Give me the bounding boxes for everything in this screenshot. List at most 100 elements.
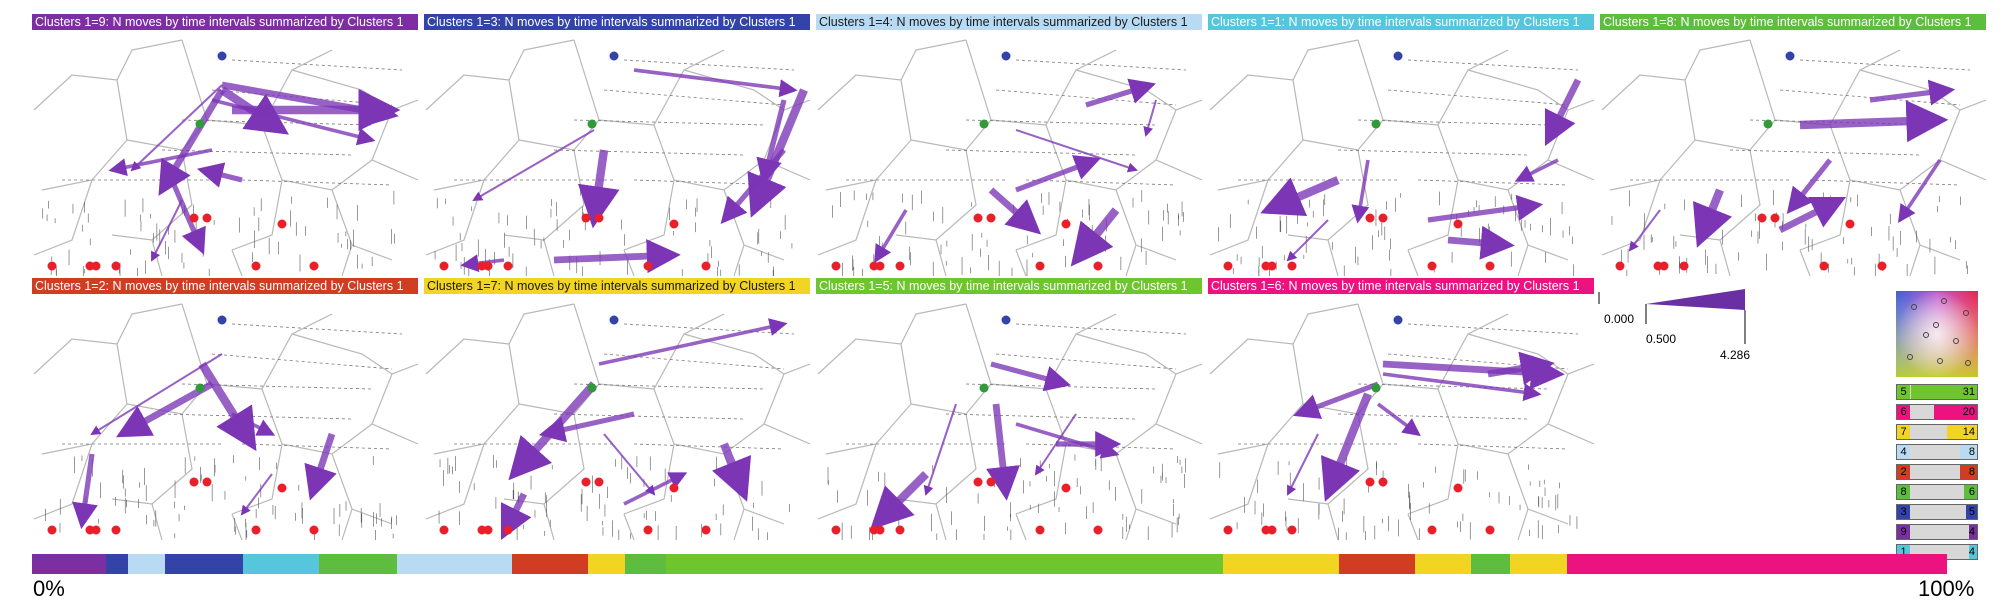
destination-node: [189, 213, 199, 223]
flow-map[interactable]: [816, 294, 1202, 540]
cluster-panel[interactable]: Clusters 1=1: N moves by time intervals …: [1208, 14, 1594, 276]
legend-max-label: 4.286: [1720, 348, 1751, 362]
destination-node: [91, 261, 101, 271]
flow-map[interactable]: [32, 294, 418, 540]
timeline-segment[interactable]: [106, 554, 129, 574]
cluster-panel[interactable]: Clusters 1=3: N moves by time intervals …: [424, 14, 810, 276]
flow-map[interactable]: [424, 30, 810, 276]
timeline-segment[interactable]: [1338, 554, 1416, 574]
flow-map[interactable]: [424, 294, 810, 540]
cluster-panel[interactable]: Clusters 1=8: N moves by time intervals …: [1600, 14, 1986, 276]
destination-node: [111, 525, 121, 535]
flow-arrows: [1260, 78, 1582, 262]
destination-node: [1267, 261, 1277, 271]
hub-node: [1371, 383, 1381, 393]
cluster-panel[interactable]: Clusters 1=5: N moves by time intervals …: [816, 278, 1202, 540]
cluster-timeline-bar[interactable]: [32, 554, 1982, 574]
flow-map[interactable]: [1600, 30, 1986, 276]
destination-node: [1378, 477, 1388, 487]
cluster-panel[interactable]: Clusters 1=7: N moves by time intervals …: [424, 278, 810, 540]
destination-node: [202, 213, 212, 223]
cluster-id: 8: [1897, 485, 1910, 499]
destination-node: [1365, 213, 1375, 223]
destination-node: [643, 261, 653, 271]
destination-node: [439, 261, 449, 271]
timeline-segment[interactable]: [1471, 554, 1511, 574]
cluster-count-list: 5 31 6 20 7 14 4 8 2 8 8 6 3 5 9 4 1 4: [1896, 384, 1978, 564]
destination-node: [1093, 525, 1103, 535]
timeline-segment[interactable]: [624, 554, 667, 574]
cluster-count-value: 8: [1968, 446, 1975, 458]
timeline-segment[interactable]: [1510, 554, 1568, 574]
timeline-segment[interactable]: [665, 554, 1224, 574]
cluster-panel[interactable]: Clusters 1=6: N moves by time intervals …: [1208, 278, 1594, 540]
timeline-segment[interactable]: [164, 554, 244, 574]
destination-node: [986, 477, 996, 487]
cluster-panel[interactable]: Clusters 1=9: N moves by time intervals …: [32, 14, 418, 276]
voronoi-cells: [817, 303, 1202, 540]
flow-map[interactable]: [1208, 294, 1594, 540]
destination-node: [439, 525, 449, 535]
voronoi-cells: [1601, 39, 1986, 276]
timeline-segment[interactable]: [1414, 554, 1472, 574]
cluster-id: 3: [1897, 505, 1910, 519]
timeline-segment[interactable]: [396, 554, 513, 574]
destination-node: [594, 213, 604, 223]
flow-map[interactable]: [1208, 30, 1594, 276]
destination-node: [91, 525, 101, 535]
destination-node: [831, 525, 841, 535]
voronoi-cells: [425, 303, 810, 540]
timeline-segment[interactable]: [127, 554, 166, 574]
cluster-count-row[interactable]: 7 14: [1896, 424, 1978, 440]
color-palette-graphic: [1895, 290, 1979, 378]
origin-node: [217, 315, 227, 325]
cluster-count-row[interactable]: 6 20: [1896, 404, 1978, 420]
origin-node: [1001, 51, 1011, 61]
color-palette-2d[interactable]: [1895, 290, 1979, 378]
timeline-segment[interactable]: [242, 554, 320, 574]
flow-map[interactable]: [32, 30, 418, 276]
destination-node: [895, 261, 905, 271]
background-glyphs: [434, 190, 793, 276]
destination-node: [1035, 261, 1045, 271]
cluster-count-value: 31: [1962, 386, 1975, 398]
destination-node: [1287, 525, 1297, 535]
origin-node: [1393, 315, 1403, 325]
destination-node: [1035, 525, 1045, 535]
hub-node: [587, 119, 597, 129]
cluster-panel[interactable]: Clusters 1=2: N moves by time intervals …: [32, 278, 418, 540]
destination-node: [973, 213, 983, 223]
cluster-panel[interactable]: Clusters 1=4: N moves by time intervals …: [816, 14, 1202, 276]
destination-node: [1287, 261, 1297, 271]
destination-node: [1770, 213, 1780, 223]
panel-title: Clusters 1=2: N moves by time intervals …: [32, 278, 418, 294]
cluster-count-value: 4: [1968, 546, 1975, 558]
timeline-segment[interactable]: [511, 554, 589, 574]
hub-node: [979, 383, 989, 393]
flow-arrows: [460, 68, 808, 274]
cluster-id: 9: [1897, 525, 1910, 539]
flow-arrows: [874, 78, 1157, 267]
destination-node: [643, 525, 653, 535]
legend-min-label: 0.000: [1604, 312, 1635, 326]
destination-node: [47, 525, 57, 535]
flow-width-wedge: [1646, 289, 1745, 310]
timeline-segment[interactable]: [1223, 554, 1339, 574]
cluster-count-row[interactable]: 5 31: [1896, 384, 1978, 400]
timeline-segment[interactable]: [587, 554, 626, 574]
destination-node: [875, 525, 885, 535]
legend-mid-label: 0.500: [1646, 332, 1677, 346]
timeline-segment[interactable]: [32, 554, 107, 574]
hub-node: [195, 383, 205, 393]
timeline-segment[interactable]: [318, 554, 398, 574]
flow-width-legend: 0.000 0.500 4.286: [1598, 284, 1758, 364]
timeline-segment[interactable]: [1566, 554, 1948, 574]
origin-node: [609, 51, 619, 61]
destination-node: [701, 525, 711, 535]
flow-map[interactable]: [816, 30, 1202, 276]
